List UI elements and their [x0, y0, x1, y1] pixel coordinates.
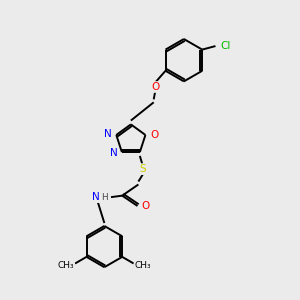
Text: H: H	[101, 193, 108, 202]
Text: N: N	[104, 129, 112, 139]
Text: O: O	[151, 82, 159, 92]
Text: CH₃: CH₃	[135, 261, 151, 270]
Text: O: O	[151, 130, 159, 140]
Text: Cl: Cl	[220, 41, 231, 51]
Text: O: O	[142, 201, 150, 211]
Text: S: S	[140, 164, 146, 174]
Text: N: N	[110, 148, 117, 158]
Text: N: N	[92, 192, 100, 202]
Text: CH₃: CH₃	[58, 261, 74, 270]
